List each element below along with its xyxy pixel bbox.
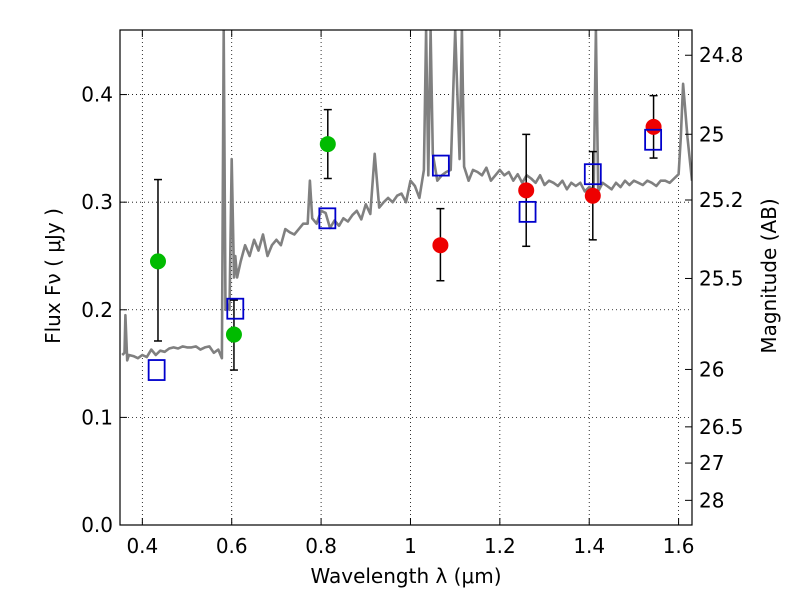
plot-frame <box>119 29 693 526</box>
x-axis-label: Wavelength λ (μm) <box>310 564 501 588</box>
y-tick-label: 0.0 <box>81 513 113 537</box>
spectrum-series <box>121 30 692 362</box>
mag-tick-label: 28 <box>699 488 724 512</box>
data-point-green <box>319 136 336 153</box>
x-tick-label: 0.4 <box>126 534 158 558</box>
mag-tick-label: 25 <box>699 122 724 146</box>
model-point <box>583 163 602 186</box>
data-point-red <box>432 237 449 254</box>
spectrum-line <box>121 30 692 362</box>
x-tick-label: 0.6 <box>216 534 248 558</box>
mag-tick-label: 27 <box>699 451 724 475</box>
x-tick-label: 1.2 <box>484 534 516 558</box>
data-point-green <box>225 326 242 343</box>
model-point <box>518 200 537 223</box>
y-tick-label: 0.2 <box>81 298 113 322</box>
y-tick-label: 0.1 <box>81 405 113 429</box>
y-tick-label: 0.3 <box>81 190 113 214</box>
data-point-green <box>149 253 166 270</box>
data-point-red <box>645 118 662 135</box>
x-tick-label: 1 <box>404 534 417 558</box>
y-tick-label: 0.4 <box>81 83 113 107</box>
y2-axis-label: Magnitude (AB) <box>757 198 781 353</box>
mag-tick-label: 25.2 <box>699 188 744 212</box>
model-point <box>431 154 450 177</box>
mag-tick-label: 25.5 <box>699 266 744 290</box>
mag-tick-label: 26 <box>699 357 724 381</box>
mag-tick-label: 24.8 <box>699 43 744 67</box>
data-point-red <box>518 182 535 199</box>
y-axis-label: Flux Fν ( μJy ) <box>41 208 65 344</box>
model-point <box>147 359 166 381</box>
mag-tick-label: 26.5 <box>699 415 744 439</box>
data-points <box>147 94 663 381</box>
axis-ticks: 0.4 0.6 0.8 1 1.2 1.4 1.6 0.0 0.1 0.2 0.3 0.4 24.8 25… <box>81 30 744 558</box>
model-point <box>318 207 337 230</box>
x-tick-label: 0.8 <box>305 534 337 558</box>
model-point <box>226 297 245 320</box>
model-point <box>644 128 663 151</box>
data-point-red <box>584 187 601 204</box>
x-tick-label: 1.4 <box>573 534 605 558</box>
x-tick-label: 1.6 <box>663 534 695 558</box>
